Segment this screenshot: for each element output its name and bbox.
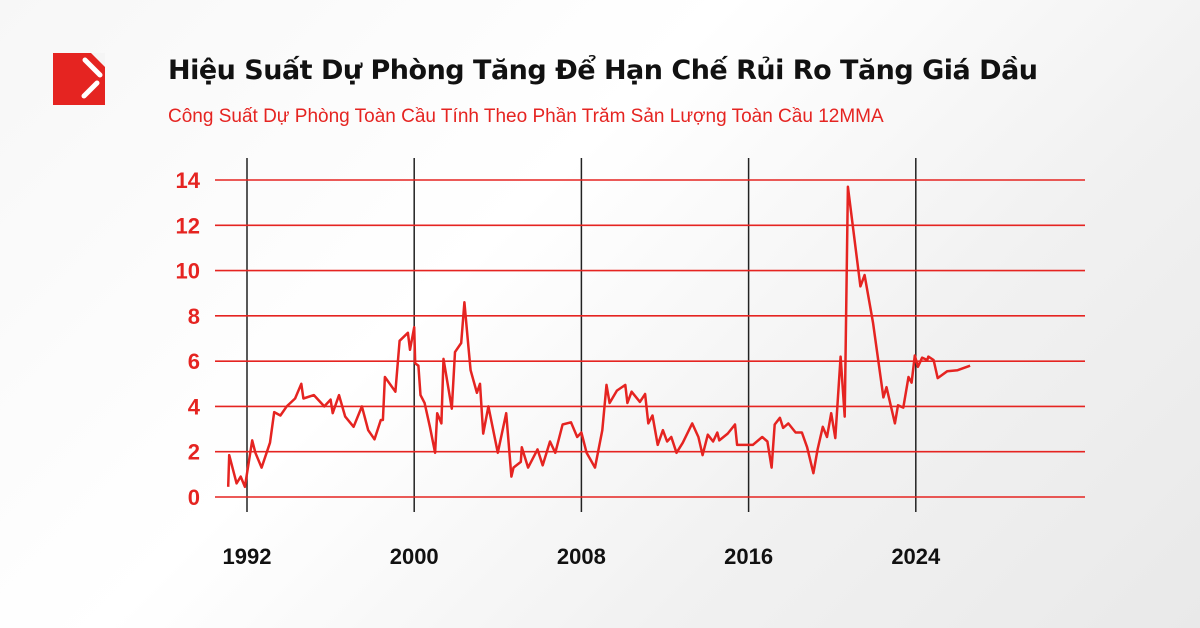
chart-title: Hiệu Suất Dự Phòng Tăng Để Hạn Chế Rủi R… xyxy=(168,55,1038,86)
y-tick-label: 14 xyxy=(176,168,201,193)
series-line xyxy=(226,185,971,489)
y-tick-label: 8 xyxy=(188,304,200,329)
x-tick-label: 1992 xyxy=(223,544,272,569)
x-tick-label: 2008 xyxy=(557,544,606,569)
y-tick-label: 0 xyxy=(188,485,200,510)
y-tick-label: 2 xyxy=(188,440,200,465)
brand-logo xyxy=(53,53,105,105)
y-tick-label: 4 xyxy=(188,394,201,419)
y-tick-label: 10 xyxy=(176,259,200,284)
x-tick-label: 2016 xyxy=(724,544,773,569)
y-tick-label: 6 xyxy=(188,349,200,374)
x-tick-label: 2024 xyxy=(891,544,941,569)
y-tick-label: 12 xyxy=(176,213,200,238)
x-tick-label: 2000 xyxy=(390,544,439,569)
chart-subtitle: Công Suất Dự Phòng Toàn Cầu Tính Theo Ph… xyxy=(168,106,884,127)
